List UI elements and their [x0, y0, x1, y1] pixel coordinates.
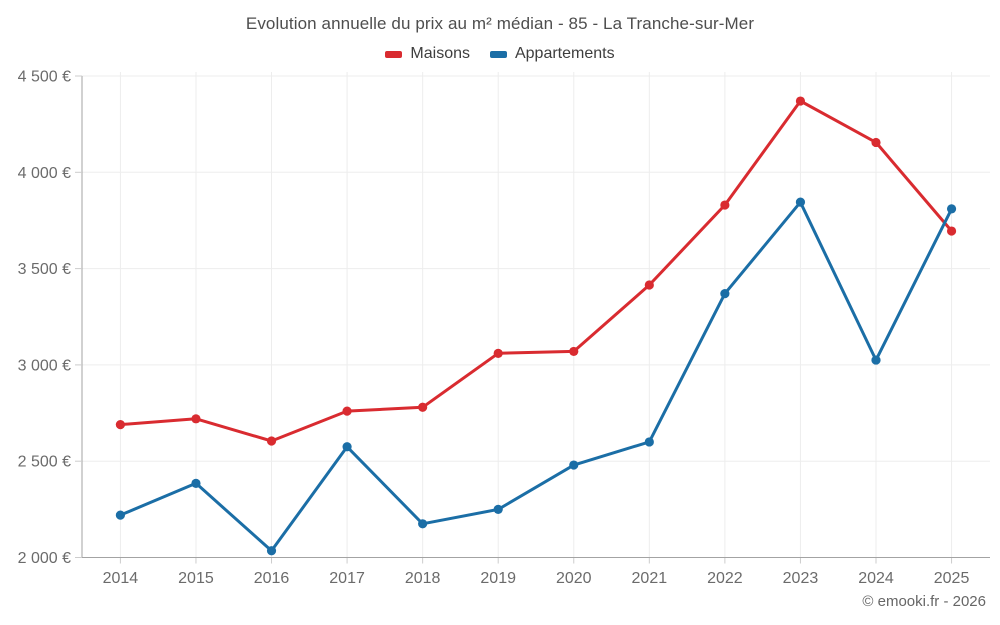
x-axis-label: 2023: [783, 570, 819, 587]
appartements-data-point-2014: [115, 510, 125, 520]
x-axis-label: 2021: [632, 570, 668, 587]
y-axis-label: 4 000 €: [18, 165, 71, 182]
appartements-data-point-2017: [342, 442, 352, 452]
maisons-data-point-2019: [493, 348, 503, 358]
maisons-data-point-2020: [569, 346, 579, 357]
x-axis-label: 2015: [178, 570, 214, 587]
x-axis-label: 2020: [556, 570, 592, 587]
x-axis-label: 2016: [254, 570, 290, 587]
legend-label: Maisons: [410, 45, 470, 62]
appartements-data-point-2020: [569, 460, 579, 470]
legend-item-appartements[interactable]: Appartements: [489, 45, 615, 63]
maisons-data-point-2016: [266, 436, 277, 446]
legend: Maisons Appartements: [0, 45, 1000, 63]
y-axis-label: 3 500 €: [18, 261, 71, 278]
x-axis-label: 2024: [858, 570, 894, 587]
maisons-data-point-2021: [644, 280, 654, 290]
appartements-data-point-2022: [720, 289, 730, 299]
legend-item-maisons[interactable]: Maisons: [385, 45, 470, 63]
maisons-data-point-2017: [342, 406, 352, 416]
maisons-data-point-2015: [191, 414, 201, 424]
appartements-data-point-2023: [795, 197, 806, 207]
y-axis-label: 2 000 €: [18, 550, 71, 567]
maisons-data-point-2022: [720, 200, 730, 210]
x-axis-label: 2017: [329, 570, 365, 587]
chart-title: Evolution annuelle du prix au m² médian …: [245, 14, 755, 33]
appartements-data-point-2021: [644, 437, 654, 447]
maisons-line: [118, 99, 954, 443]
maisons-data-point-2025: [946, 226, 957, 236]
appartements-data-point-2019: [493, 504, 503, 514]
legend-label: Appartements: [514, 45, 615, 62]
y-axis-label: 2 500 €: [18, 454, 71, 471]
appartements-data-point-2016: [266, 546, 277, 556]
x-axis-label: 2014: [103, 570, 139, 587]
legend-swatch-maisons: [385, 51, 403, 58]
appartements-line: [118, 200, 954, 553]
y-axis-label: 3 000 €: [18, 357, 71, 374]
appartements-data-point-2024: [871, 355, 881, 365]
x-axis-label: 2019: [480, 570, 516, 587]
maisons-data-point-2024: [871, 137, 881, 148]
appartements-data-point-2025: [946, 204, 957, 214]
x-axis-label: 2022: [707, 570, 743, 587]
maisons-data-point-2014: [115, 420, 125, 430]
maisons-data-point-2018: [418, 402, 428, 412]
y-axis-label: 4 500 €: [18, 69, 71, 86]
legend-swatch-appartements: [489, 51, 507, 58]
x-axis-label: 2025: [934, 570, 970, 587]
maisons-data-point-2023: [795, 96, 806, 106]
appartements-data-point-2018: [418, 519, 428, 529]
copyright-watermark: © emooki.fr - 2026: [862, 593, 986, 610]
x-axis-label: 2018: [405, 570, 441, 587]
appartements-data-point-2015: [191, 478, 201, 488]
